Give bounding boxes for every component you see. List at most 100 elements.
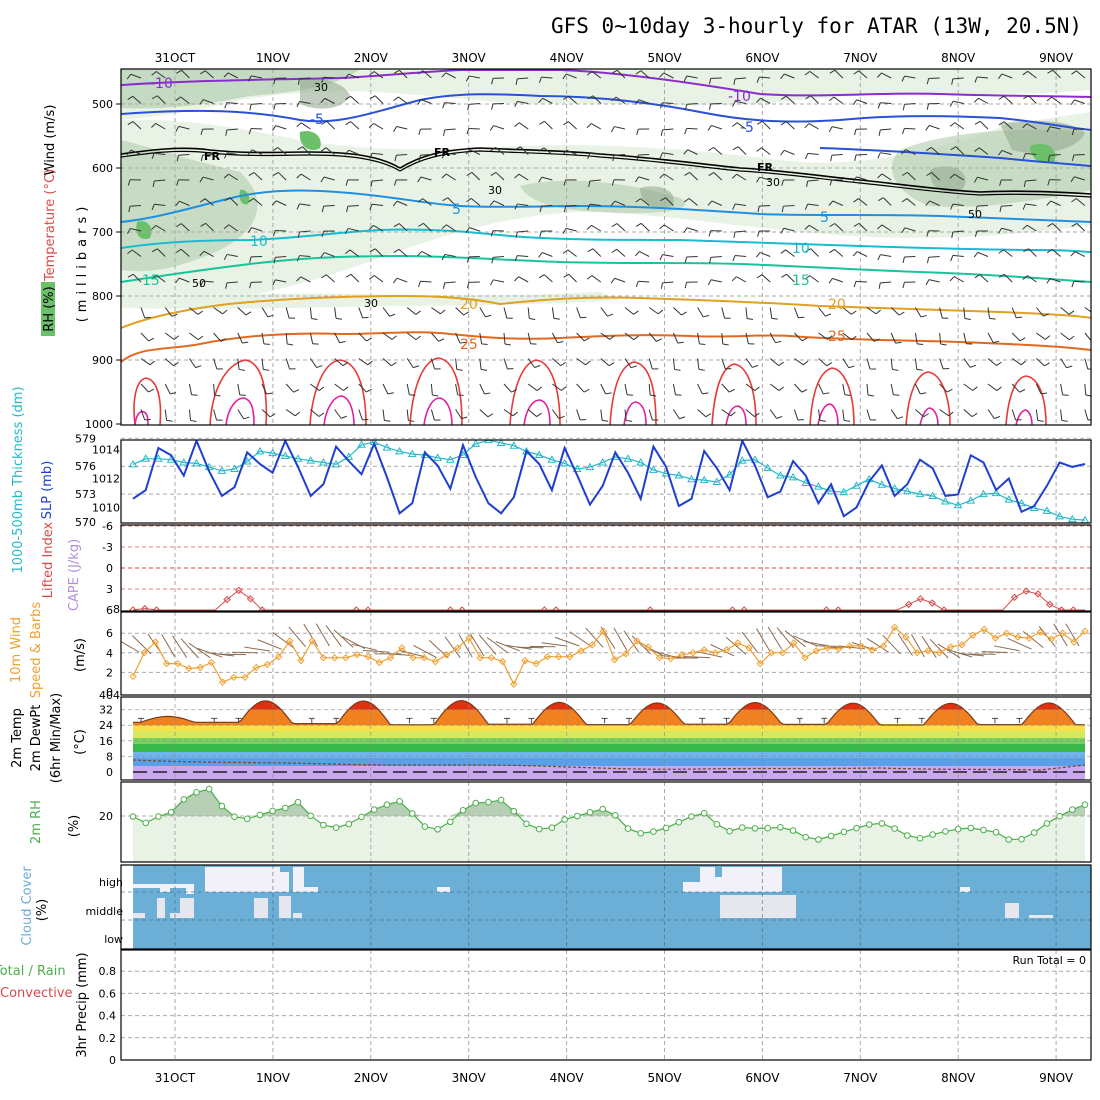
wind-barb	[784, 630, 806, 648]
wind-barb	[592, 95, 602, 104]
wind10-point	[476, 653, 484, 662]
wind-barb-flag	[584, 337, 590, 342]
wind-barb	[300, 173, 311, 181]
wind-barb	[430, 383, 433, 396]
wind-barb	[251, 149, 263, 155]
wind-barb-flag	[775, 340, 782, 344]
wind-barb	[1084, 383, 1087, 396]
wind-barb-flag	[225, 129, 228, 136]
wind-barb	[794, 332, 803, 342]
wind-barb	[204, 198, 214, 206]
wind-barb	[576, 409, 581, 421]
wind-barb-flag	[681, 311, 687, 316]
wind-barb-flag	[200, 154, 204, 162]
wind-barb-flag	[344, 228, 349, 234]
wind-barb-flag	[733, 78, 736, 85]
upper-panel-frame	[120, 68, 1092, 426]
wind-barb-flag	[1023, 248, 1029, 253]
wind-barb-flag	[224, 197, 231, 202]
date-label: 5NOV	[647, 1071, 682, 1085]
wind-barb	[783, 73, 795, 79]
wind-barb	[866, 358, 871, 370]
wind-barb	[589, 179, 601, 182]
wind-barb-flag	[176, 179, 179, 186]
tick-label: 900	[92, 354, 113, 367]
wind-barb	[600, 383, 607, 395]
wind-barb	[373, 123, 384, 130]
rh2m-point	[777, 824, 784, 831]
tick-label: 4	[113, 689, 120, 702]
wind-barb-flag	[828, 200, 834, 206]
wind-barb-flag	[975, 206, 978, 213]
wind-barb	[228, 173, 239, 181]
wind-barb	[333, 629, 354, 648]
wind-barb-flag	[951, 78, 954, 85]
thickness-label: 1000-500mb Thickness (dm)	[11, 386, 26, 573]
wind-barb-flag	[557, 340, 564, 344]
wind-barb-flag	[200, 280, 204, 287]
wind-barb	[130, 228, 142, 232]
wind-barb-flag	[442, 197, 449, 202]
wind-barb	[834, 223, 844, 232]
wind-barb	[953, 276, 965, 283]
wind-barb-flag	[679, 416, 686, 420]
wind-barb	[1036, 332, 1046, 340]
wind-barb-flag	[707, 279, 712, 286]
wind-barb	[228, 224, 239, 232]
wind-barb	[832, 277, 843, 283]
wind-barb	[493, 125, 505, 130]
wind-barb	[568, 273, 577, 283]
wind-barb	[351, 643, 378, 651]
wind-barb-flag	[877, 224, 883, 230]
wind-barb	[325, 147, 335, 155]
wind-barb	[866, 409, 871, 421]
date-label: 8NOV	[941, 51, 976, 65]
wind-barb-flag	[610, 277, 616, 284]
wind-barb	[939, 409, 949, 417]
wind-barb-flag	[998, 227, 1002, 234]
wind-barb-flag	[539, 206, 542, 213]
wind-barb-flag	[199, 99, 204, 105]
rh2m-point	[1018, 835, 1025, 843]
rh2m-point	[916, 835, 924, 842]
temp-band-blue	[133, 758, 1085, 766]
rh2m-point	[1043, 820, 1051, 827]
rh2m-point	[865, 821, 873, 828]
wind-barb	[736, 276, 747, 283]
wind-barb	[591, 123, 602, 130]
rh2m-point	[751, 825, 759, 832]
wind10-point	[218, 678, 227, 686]
wind-barb	[1026, 123, 1037, 130]
wind10-point	[174, 659, 182, 668]
wind10-point	[1081, 627, 1089, 635]
rh-shade-mid-band	[121, 129, 1091, 272]
wind-barb	[568, 121, 577, 130]
wind10-grid	[121, 612, 1091, 695]
wind10-point	[913, 649, 921, 657]
temp2m-grid	[121, 697, 1091, 780]
contour-25	[121, 331, 1091, 363]
wind-barb-flag	[756, 120, 763, 125]
wind-barb-flag	[466, 128, 470, 135]
wind-barb	[725, 637, 747, 655]
wind-barb	[697, 383, 703, 395]
wind-barb	[227, 72, 239, 79]
wind-barb-flag	[151, 275, 157, 280]
wind-barb	[471, 198, 481, 206]
wind-barb-flag	[950, 255, 954, 262]
wind-barb	[929, 124, 940, 130]
wind-barb	[721, 332, 724, 345]
tick-label: 600	[92, 162, 113, 175]
wind-barb	[226, 102, 238, 104]
wind-barb-flag	[877, 102, 881, 109]
thickness-point	[306, 456, 316, 464]
lifted-point	[540, 606, 549, 611]
wind-barb-flag	[705, 413, 712, 418]
wind-barb	[663, 224, 674, 232]
wind-barb	[987, 409, 995, 419]
wind-barb	[662, 281, 674, 284]
thickness-point	[712, 477, 722, 486]
wind-barb-flag	[485, 314, 492, 318]
wind-barb	[371, 179, 384, 182]
wind-barb-flag	[148, 388, 155, 393]
